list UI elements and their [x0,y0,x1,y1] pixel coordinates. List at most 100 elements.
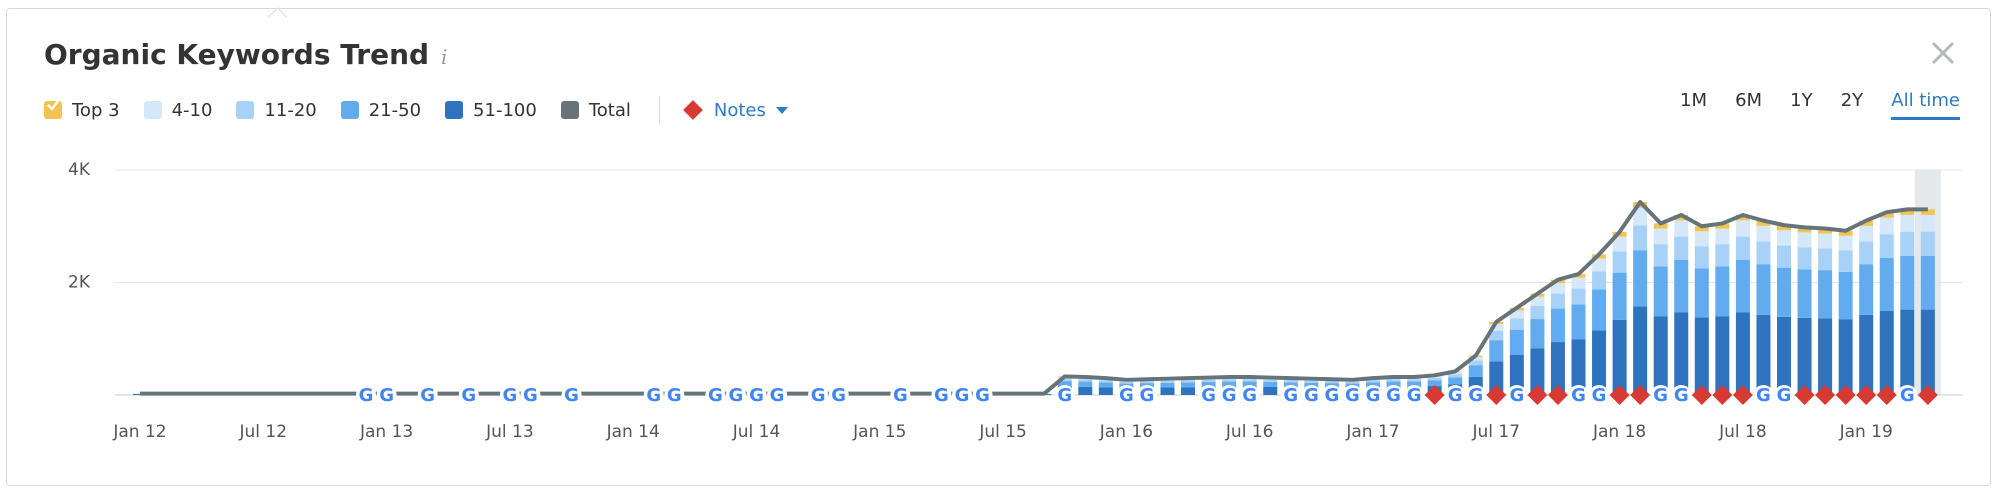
bar-segment [1818,233,1833,249]
google-icon-bg [972,385,993,405]
bar-segment [1263,379,1278,382]
google-icon: G [1242,385,1257,406]
google-update[interactable]: G [1671,385,1692,406]
google-update[interactable]: G [725,385,746,406]
google-update[interactable]: G [828,385,849,406]
note-marker[interactable] [1856,385,1877,405]
legend-item[interactable]: 51-100 [47,100,537,121]
google-update[interactable]: G [1774,385,1794,406]
google-update[interactable]: G [1465,385,1486,406]
legend-checkbox[interactable] [47,100,464,119]
google-update[interactable]: G [931,385,952,406]
google-update[interactable]: G [1321,385,1342,406]
google-update[interactable]: G [1342,385,1363,406]
google-update[interactable]: G [458,385,479,406]
notes-dropdown[interactable]: Notes [682,100,788,121]
legend-item[interactable]: 11-20 [47,100,317,121]
google-icon-bg [499,385,520,405]
legend-checkbox[interactable] [47,100,255,119]
google-update[interactable]: G [952,385,972,406]
note-marker[interactable] [1630,385,1651,405]
bar-segment [1920,255,1935,310]
time-range-button[interactable]: 1M [1680,90,1707,111]
time-range-button[interactable]: 6M [1735,90,1763,111]
google-update[interactable]: G [1383,385,1404,406]
google-update[interactable]: G [376,385,397,406]
google-update[interactable]: G [1136,385,1157,406]
note-marker[interactable] [1486,385,1507,405]
bar-segment [1715,244,1730,267]
google-update[interactable]: G [1054,385,1075,406]
google-update[interactable]: G [1404,385,1425,406]
note-marker[interactable] [1917,385,1938,405]
legend-item[interactable]: 21-50 [47,100,421,121]
note-marker[interactable] [1547,385,1568,405]
note-marker[interactable] [1732,385,1753,405]
google-update[interactable]: G [972,385,993,406]
google-update[interactable]: G [1198,385,1219,406]
google-update[interactable]: G [1363,385,1383,406]
google-update[interactable]: G [1280,385,1301,406]
bar-segment [1530,296,1545,306]
google-update[interactable]: G [1650,385,1671,406]
google-update[interactable]: G [417,385,438,406]
google-update[interactable]: G [520,385,541,406]
bar-segment [1859,264,1874,315]
bar-segment [1756,241,1771,265]
legend-item[interactable]: Total [47,100,631,121]
google-update[interactable]: G [746,385,767,406]
google-update[interactable]: G [356,385,377,406]
google-icon-bg [1445,385,1466,405]
note-marker[interactable] [1794,385,1815,405]
google-update[interactable]: G [1897,385,1918,406]
google-update[interactable]: G [1301,385,1322,406]
legend-item[interactable]: 4-10 [47,99,213,121]
google-update[interactable]: G [643,385,664,406]
google-update[interactable]: G [1239,385,1260,406]
time-range-button[interactable]: 2Y [1840,90,1864,111]
time-range-selector: 1M 6M 1Y 2Y All time [1680,90,1960,120]
info-icon[interactable]: i [441,45,448,69]
google-update[interactable]: G [1589,385,1610,406]
bar-segment [1571,304,1586,340]
time-range-button[interactable]: All time [1891,90,1960,120]
note-marker[interactable] [1835,385,1856,405]
google-update[interactable]: G [767,385,788,406]
bar-segment [1653,316,1668,395]
legend-checkbox[interactable] [47,100,162,119]
note-marker[interactable] [1609,385,1630,405]
legend-checkbox[interactable] [47,100,579,119]
time-range-button[interactable]: 1Y [1790,90,1813,111]
google-update[interactable]: G [499,385,520,406]
google-update[interactable]: G [1568,385,1589,406]
note-marker[interactable] [1815,385,1836,405]
title-row: Organic Keywords Trend i [44,38,447,71]
google-icon: G [1201,385,1216,406]
google-icon: G [1119,385,1134,406]
google-update[interactable]: G [561,385,582,406]
bar-segment [1078,379,1093,382]
google-update[interactable]: G [1445,385,1466,406]
google-update[interactable]: G [1506,385,1527,406]
note-marker[interactable] [1876,385,1897,405]
google-icon-bg [1301,385,1322,405]
google-update[interactable]: G [1116,385,1137,406]
note-marker[interactable] [1527,385,1548,405]
bar-segment [1838,271,1853,320]
note-marker[interactable] [1424,385,1445,405]
google-update[interactable]: G [890,385,911,406]
google-update[interactable]: G [808,385,829,406]
google-update[interactable]: G [1753,385,1774,406]
bar-segment [1838,319,1853,395]
google-update[interactable]: G [664,385,685,406]
legend-label: 4-10 [171,99,213,121]
note-marker[interactable] [1712,385,1733,405]
google-update[interactable]: G [705,385,726,406]
legend-checkbox[interactable] [47,100,359,119]
bar-segment [1489,361,1504,395]
google-icon-bg [1198,385,1219,405]
note-marker[interactable] [1691,385,1712,405]
close-button[interactable] [1930,40,1956,66]
google-update[interactable]: G [1219,385,1240,406]
